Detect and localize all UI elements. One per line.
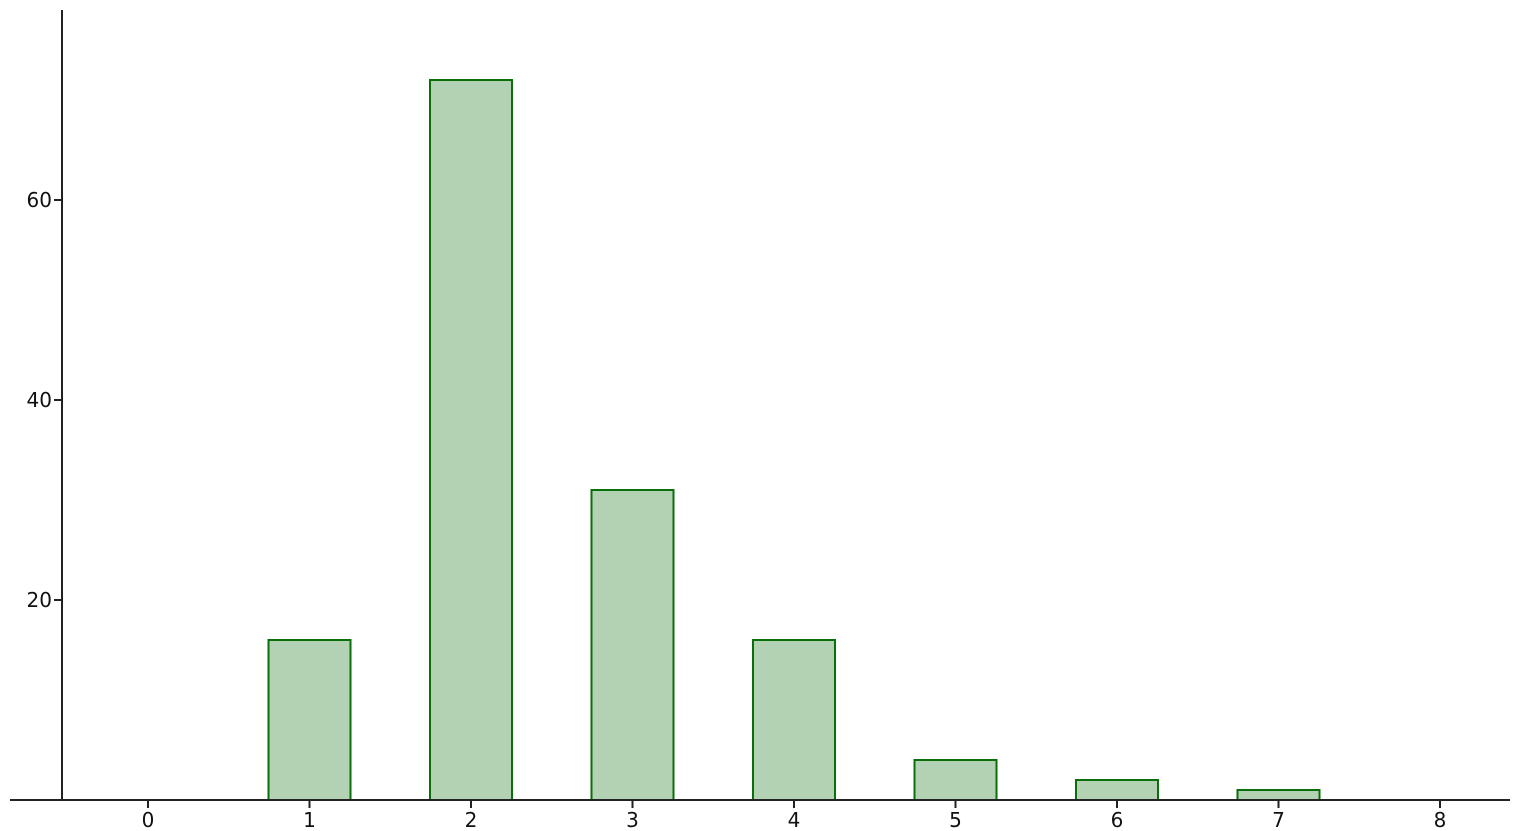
x-tick-label-5: 5 [949, 808, 962, 831]
bar-6 [1075, 779, 1159, 801]
x-tick-label-4: 4 [788, 808, 801, 831]
x-tick-label-8: 8 [1434, 808, 1447, 831]
y-tick-label-60: 60 [27, 188, 52, 212]
bar-1 [267, 639, 352, 801]
bar-7 [1236, 789, 1321, 801]
x-tick-label-2: 2 [465, 808, 478, 831]
x-tick-label-0: 0 [142, 808, 155, 831]
bar-5 [913, 759, 998, 801]
x-tick-label-7: 7 [1272, 808, 1285, 831]
axes-group [10, 10, 1510, 801]
x-tick-label-1: 1 [303, 808, 316, 831]
bar-2 [429, 79, 513, 801]
y-tick-label-40: 40 [27, 388, 52, 412]
y-tick-label-20: 20 [27, 588, 52, 612]
x-ticks-group: 0 1 2 3 4 5 6 7 8 [142, 800, 1447, 831]
bar-4 [752, 639, 836, 801]
bars-group [267, 79, 1321, 801]
x-tick-label-6: 6 [1111, 808, 1124, 831]
bar-3 [590, 489, 675, 801]
x-tick-label-3: 3 [626, 808, 639, 831]
y-ticks-group: 20 40 60 [27, 188, 62, 612]
